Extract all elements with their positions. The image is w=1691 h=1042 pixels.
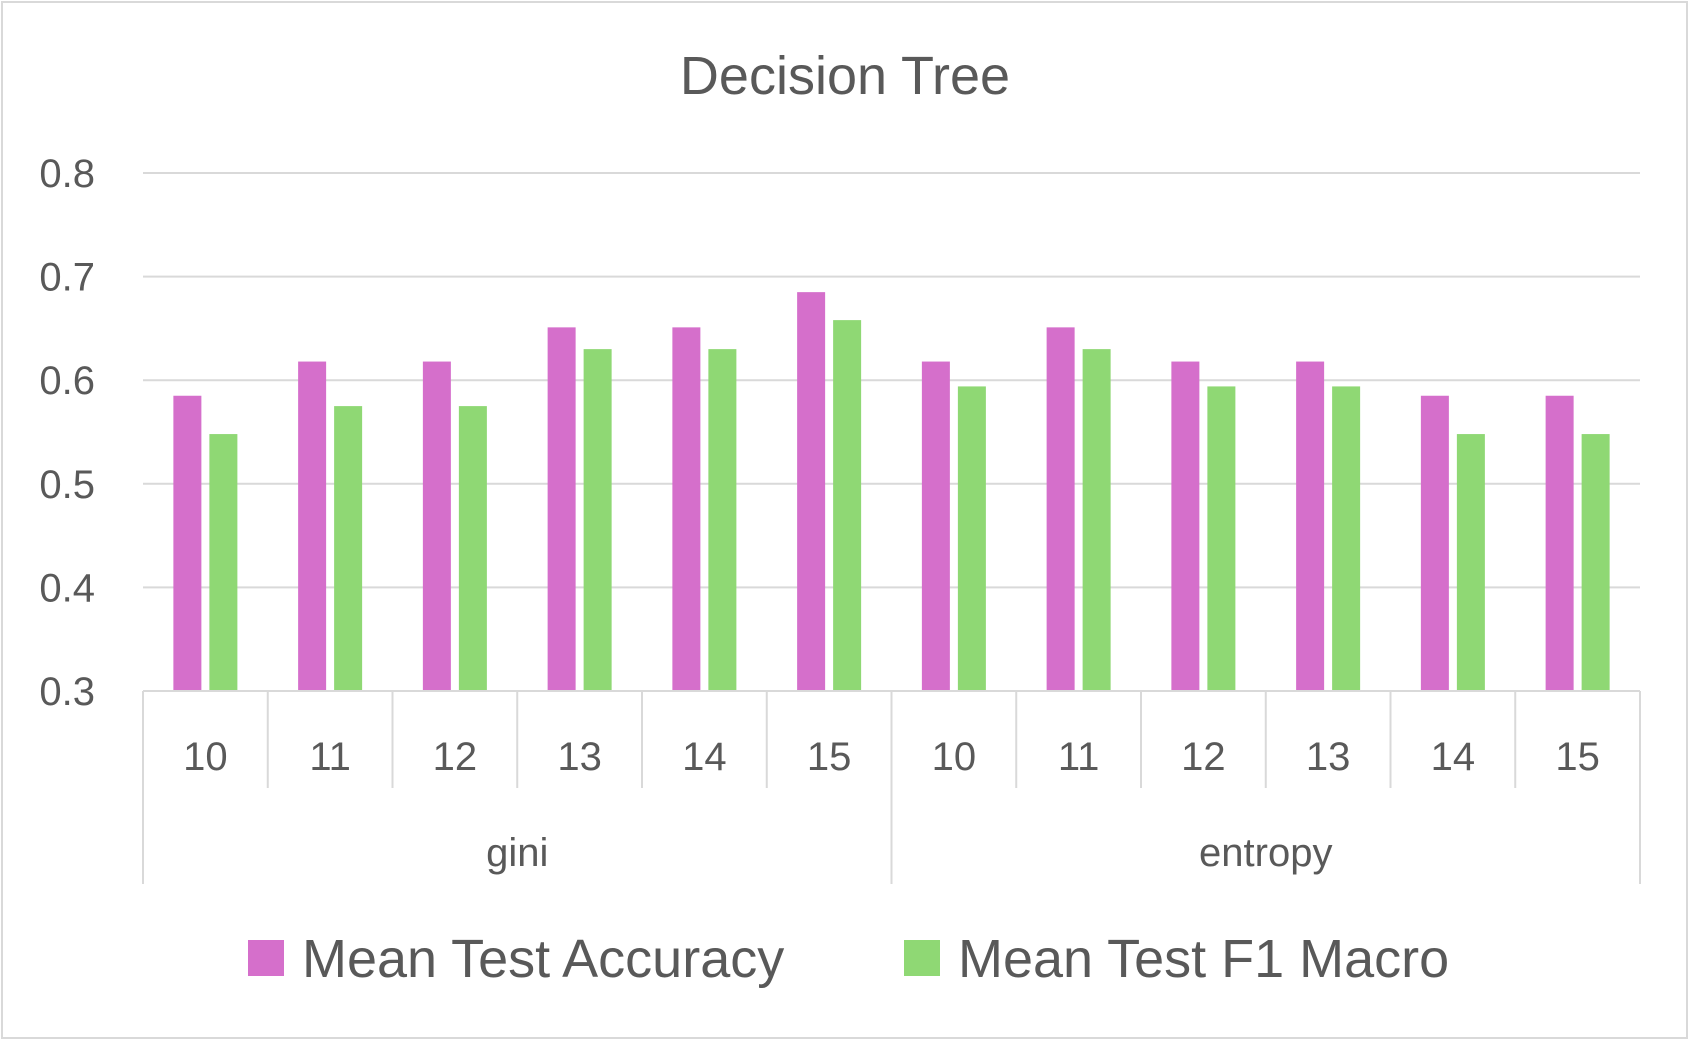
- legend-item[interactable]: Mean Test Accuracy: [248, 929, 784, 989]
- accuracy-bar: [921, 361, 950, 691]
- accuracy-bar: [1420, 395, 1449, 691]
- y-tick-label: 0.6: [39, 359, 95, 403]
- legend-swatch: [248, 940, 284, 976]
- accuracy-bar: [797, 292, 826, 691]
- y-tick-label: 0.4: [39, 566, 95, 610]
- accuracy-bar: [547, 327, 576, 691]
- f1-macro-bar: [1581, 434, 1610, 691]
- f1-macro-bar: [1456, 434, 1485, 691]
- legend-swatch: [904, 940, 940, 976]
- legend-label: Mean Test F1 Macro: [958, 929, 1449, 989]
- x-group-label: gini: [486, 831, 548, 875]
- y-tick-label: 0.3: [39, 670, 95, 714]
- y-tick-label: 0.7: [39, 256, 95, 300]
- f1-macro-bar: [583, 349, 612, 691]
- bars: [173, 292, 1610, 691]
- x-tick-label: 15: [1555, 735, 1600, 779]
- f1-macro-bar: [957, 386, 986, 691]
- x-tick-label: 13: [557, 735, 602, 779]
- f1-macro-bar: [209, 434, 238, 691]
- y-tick-label: 0.5: [39, 463, 95, 507]
- x-tick-label: 13: [1306, 735, 1351, 779]
- y-tick-label: 0.8: [39, 152, 95, 196]
- x-tick-label: 11: [309, 735, 351, 779]
- accuracy-bar: [173, 395, 202, 691]
- chart-title: Decision Tree: [680, 46, 1010, 106]
- f1-macro-bar: [1207, 386, 1236, 691]
- legend[interactable]: Mean Test Accuracy Mean Test F1 Macro: [248, 929, 1449, 989]
- x-axis: 10 11 12 13 14 15 10 11 12 13 14 15 gini entropy: [142, 690, 1641, 884]
- x-tick-label: 15: [807, 735, 852, 779]
- f1-macro-bar: [1082, 349, 1111, 691]
- legend-item[interactable]: Mean Test F1 Macro: [904, 929, 1449, 989]
- x-tick-label: 14: [1431, 735, 1476, 779]
- accuracy-bar: [298, 361, 327, 691]
- f1-macro-bar: [334, 406, 363, 691]
- x-tick-label: 12: [433, 735, 478, 779]
- f1-macro-bar: [1332, 386, 1361, 691]
- y-axis-ticks: 0.3 0.4 0.5 0.6 0.7 0.8: [39, 152, 95, 714]
- accuracy-bar: [1171, 361, 1200, 691]
- x-group-label: entropy: [1199, 831, 1332, 875]
- x-tick-label: 11: [1058, 735, 1100, 779]
- x-tick-label: 14: [682, 735, 727, 779]
- x-tick-label: 10: [183, 735, 228, 779]
- x-tick-label: 10: [932, 735, 977, 779]
- x-tick-label: 12: [1181, 735, 1226, 779]
- f1-macro-bar: [833, 320, 862, 691]
- f1-macro-bar: [708, 349, 737, 691]
- legend-label: Mean Test Accuracy: [302, 929, 784, 989]
- accuracy-bar: [422, 361, 451, 691]
- accuracy-bar: [1545, 395, 1574, 691]
- accuracy-bar: [672, 327, 701, 691]
- f1-macro-bar: [458, 406, 487, 691]
- accuracy-bar: [1046, 327, 1075, 691]
- gridlines: [143, 172, 1640, 589]
- accuracy-bar: [1296, 361, 1325, 691]
